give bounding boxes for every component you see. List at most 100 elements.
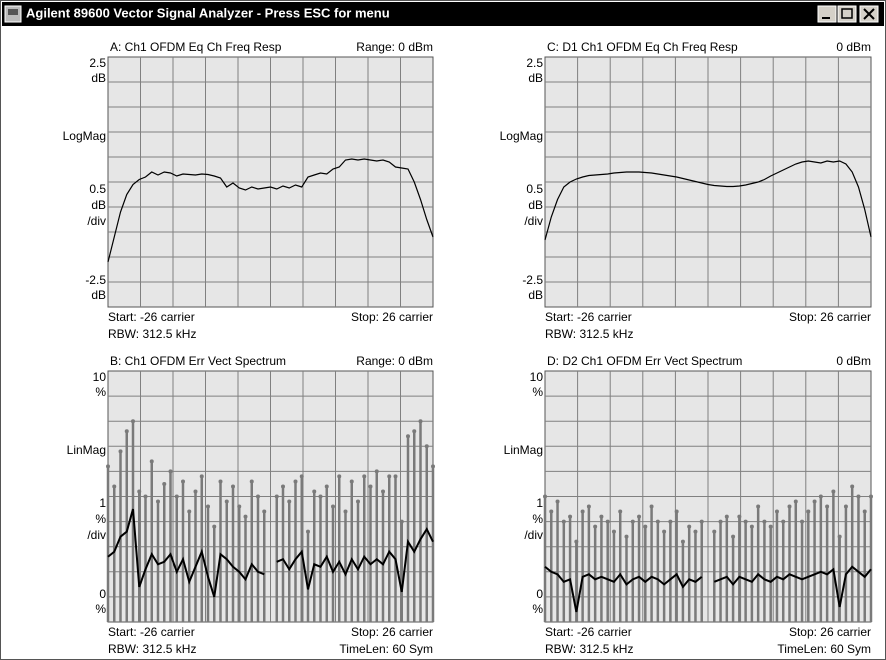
peak-dot [318,494,323,499]
y-bottom-label: % [532,602,543,616]
peak-dot [274,494,279,499]
start-label: Start: -26 carrier [545,310,632,324]
peak-dot [593,524,598,529]
peak-dot [831,489,836,494]
trace-panel: B: Ch1 OFDM Err Vect Spectrum Range: 0 dB… [67,354,435,656]
peak-dot [543,494,547,499]
trace-line [107,158,434,263]
trace-line [713,565,872,608]
peak-dot [212,524,217,529]
peak-dot [381,489,385,494]
y-scale-label: /div [524,528,543,542]
peak-dot [724,514,729,519]
peak-dot [287,499,292,504]
peak-dot [199,474,204,479]
y-format-label: LogMag [63,129,106,143]
peak-dot [580,509,585,514]
peak-dot [406,434,410,439]
peak-dot [699,519,704,524]
peak-dot [387,474,392,479]
stop-label: Stop: 26 carrier [351,625,433,639]
peak-dot [668,519,673,524]
peak-dot [431,464,435,469]
y-top-label: 2.5 [526,56,543,70]
peak-dot [393,474,398,479]
peak-dot [224,499,229,504]
peak-dot [362,474,367,479]
peak-dot [774,509,779,514]
peak-dot [306,529,310,534]
peak-dot [256,494,260,499]
peak-dot [124,429,129,434]
peak-dot [731,534,736,539]
maximize-button[interactable] [837,5,857,23]
y-scale-label: 1 [536,496,543,510]
peak-dot [368,484,373,489]
peak-dot [561,519,566,524]
y-format-label: LogMag [500,129,543,143]
peak-dot [193,489,198,494]
y-top-label: 10 [530,370,544,384]
rbw-label: RBW: 312.5 kHz [108,327,196,341]
stop-label: Stop: 26 carrier [789,625,871,639]
y-top-label: 10 [93,370,107,384]
peak-dot [862,509,867,514]
peak-dot [174,494,179,499]
y-bottom-label: -2.5 [522,273,543,287]
y-scale-label: /div [87,214,106,228]
rbw-label: RBW: 312.5 kHz [545,327,633,341]
peak-dot [143,494,148,499]
rbw-label: RBW: 312.5 kHz [108,642,196,656]
peak-dot [768,524,773,529]
peak-dot [630,519,635,524]
rbw-label: RBW: 312.5 kHz [545,642,633,656]
peak-dot [262,509,267,514]
peak-dot [149,459,154,464]
panel-title: B: Ch1 OFDM Err Vect Spectrum [110,354,286,368]
peak-dot [856,494,861,499]
peak-dot [374,469,379,474]
peak-dot [324,484,329,489]
trace-line [276,527,434,593]
peak-dot [818,494,823,499]
panel-title: C: D1 Ch1 OFDM Eq Ch Freq Resp [547,40,738,54]
y-format-label: LinMag [504,443,543,457]
peak-dot [243,514,248,519]
y-bottom-label: 0 [99,587,106,601]
start-label: Start: -26 carrier [108,625,195,639]
peak-dot [605,519,610,524]
panel-range: 0 dBm [836,40,871,54]
peak-dot [586,504,591,509]
minimize-button[interactable] [817,5,837,23]
peak-dot [181,479,185,484]
timelen-label: TimeLen: 60 Sym [339,642,433,656]
y-scale-label: 0.5 [526,182,543,196]
peak-dot [618,509,623,514]
peak-dot [187,509,192,514]
start-label: Start: -26 carrier [108,310,195,324]
trace-panel: C: D1 Ch1 OFDM Eq Ch Freq Resp 0 dBm 2.5 dB… [500,40,872,341]
peak-dot [281,484,285,489]
peak-dot [356,499,360,504]
peak-dot [837,534,842,539]
stop-label: Stop: 26 carrier [789,310,871,324]
y-scale-label: /div [87,528,106,542]
peak-dot [743,519,748,524]
peak-dot [412,429,417,434]
close-button[interactable] [859,5,879,23]
trace-panel: A: Ch1 OFDM Eq Ch Freq Resp Range: 0 dBm 2… [63,40,434,341]
trace-line [544,160,872,241]
panel-range: Range: 0 dBm [356,354,433,368]
y-scale-label: % [532,512,543,526]
peak-dot [756,504,761,509]
y-scale-label: dB [528,198,543,212]
y-top-label: 2.5 [89,56,106,70]
peak-dot [674,509,679,514]
peak-dot [168,469,173,474]
peak-dot [655,519,660,524]
peak-dot [293,479,298,484]
peak-dot [549,509,554,514]
y-bottom-label: % [95,602,106,616]
peak-dot [156,499,160,504]
peak-dot [218,479,223,484]
